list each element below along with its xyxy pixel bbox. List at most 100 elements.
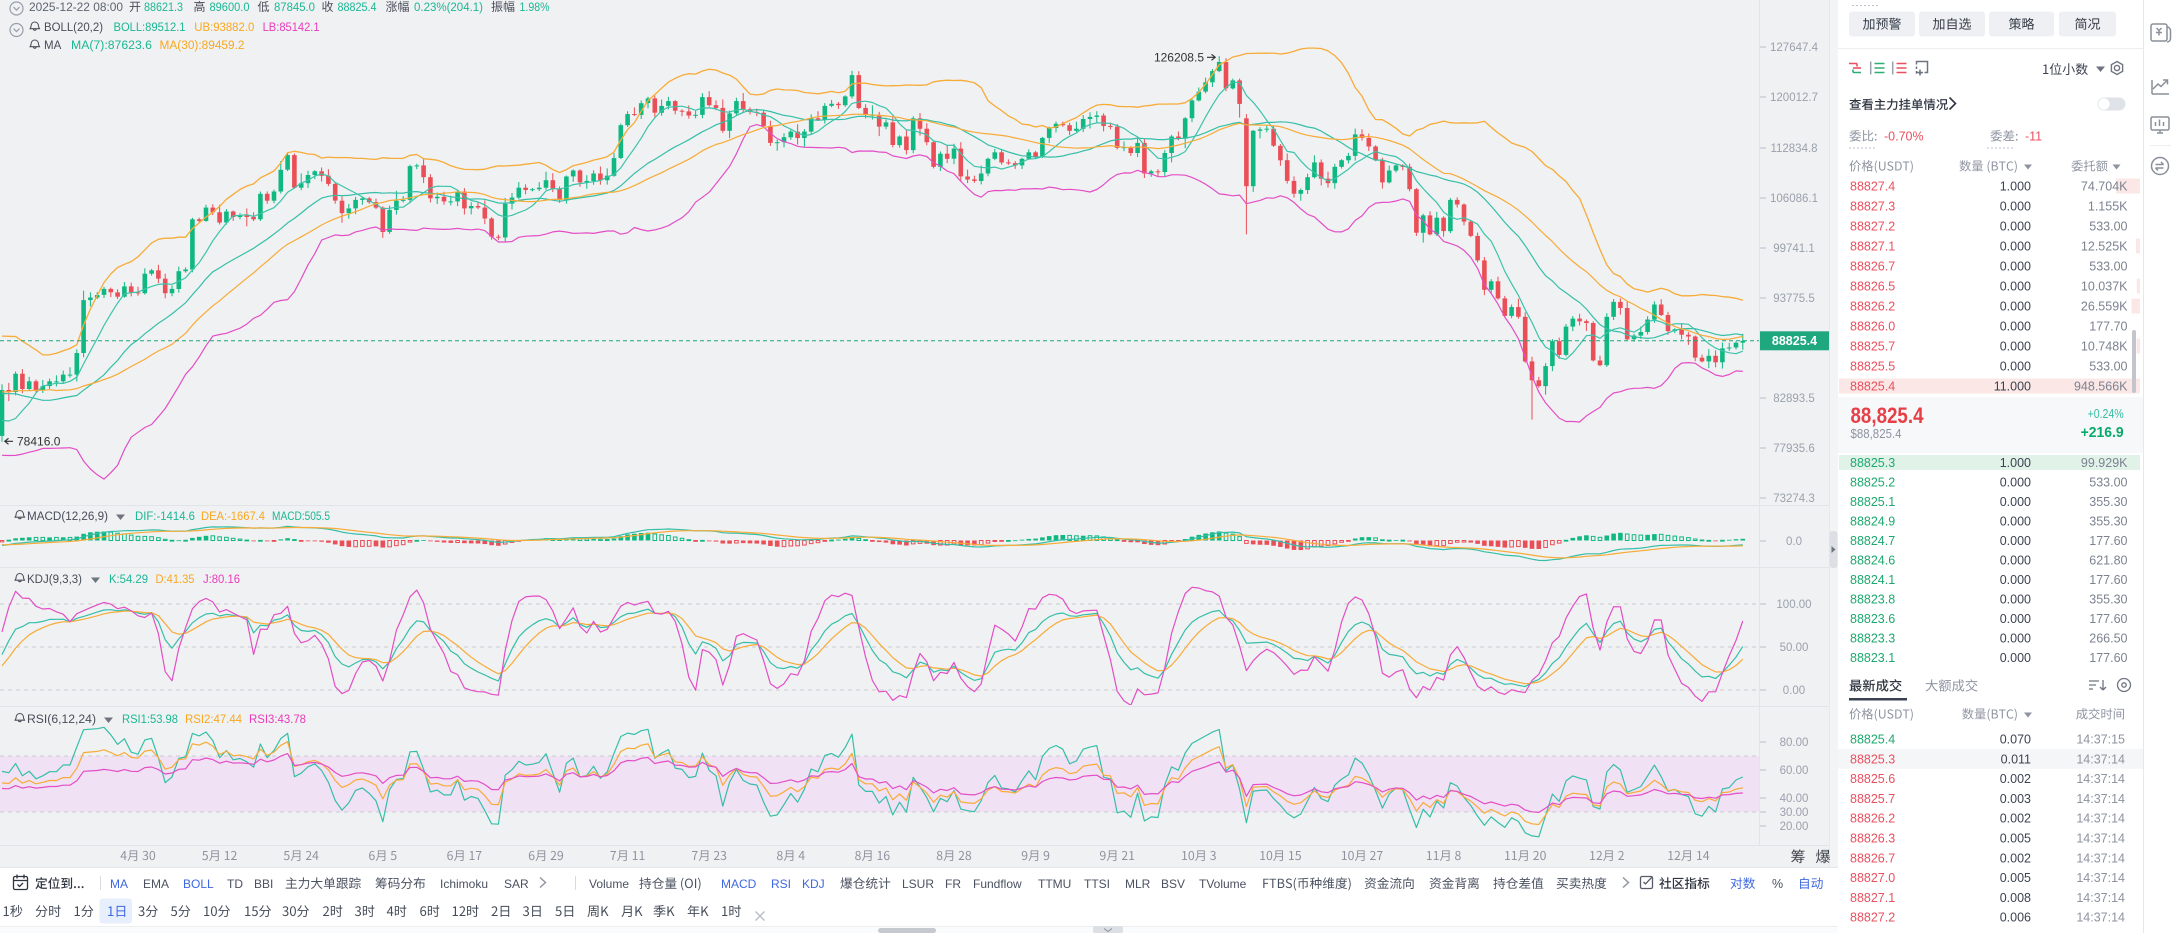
svg-text:14:37:15: 14:37:15 bbox=[2076, 733, 2125, 747]
svg-text:533.00: 533.00 bbox=[2089, 360, 2127, 374]
svg-text:177.70: 177.70 bbox=[2089, 320, 2127, 334]
svg-text:88621.3: 88621.3 bbox=[144, 2, 183, 14]
svg-text:MA(7):87623.6: MA(7):87623.6 bbox=[71, 40, 152, 52]
svg-text:0.005: 0.005 bbox=[2000, 832, 2031, 846]
svg-text:14:37:14: 14:37:14 bbox=[2076, 891, 2125, 905]
svg-text:99.929K: 99.929K bbox=[2081, 456, 2128, 470]
svg-text:K:54.29: K:54.29 bbox=[109, 574, 148, 586]
svg-text:RSI: RSI bbox=[771, 877, 791, 891]
svg-text:BOLL:89512.1: BOLL:89512.1 bbox=[114, 22, 186, 34]
svg-text:88825.6: 88825.6 bbox=[1850, 772, 1895, 786]
svg-text:12.525K: 12.525K bbox=[2081, 240, 2128, 254]
svg-text:20.00: 20.00 bbox=[1780, 821, 1809, 833]
svg-text:Volume: Volume bbox=[589, 877, 629, 891]
svg-text:77935.6: 77935.6 bbox=[1773, 443, 1815, 455]
svg-text:621.80: 621.80 bbox=[2089, 554, 2127, 568]
svg-text:BOLL(20,2): BOLL(20,2) bbox=[44, 22, 103, 34]
svg-text:10.037K: 10.037K bbox=[2081, 280, 2128, 294]
svg-text:0.000: 0.000 bbox=[2000, 200, 2031, 214]
svg-text:88825.4: 88825.4 bbox=[1850, 380, 1895, 394]
svg-text:-11: -11 bbox=[2025, 130, 2042, 144]
svg-text:BSV: BSV bbox=[1161, 877, 1185, 891]
svg-text:RSI3:43.78: RSI3:43.78 bbox=[249, 714, 306, 726]
svg-text:0.002: 0.002 bbox=[2000, 851, 2031, 865]
svg-text:88825.4: 88825.4 bbox=[1850, 733, 1895, 747]
svg-text:0.000: 0.000 bbox=[2000, 260, 2031, 274]
svg-text:14:37:14: 14:37:14 bbox=[2076, 812, 2125, 826]
svg-text:112834.8: 112834.8 bbox=[1770, 143, 1817, 155]
svg-text:88825.3: 88825.3 bbox=[1850, 456, 1895, 470]
svg-text:-0.70%: -0.70% bbox=[1884, 130, 1924, 144]
svg-text:0.002: 0.002 bbox=[2000, 772, 2031, 786]
svg-text:0.000: 0.000 bbox=[2000, 280, 2031, 294]
svg-text:0.23%(204.1): 0.23%(204.1) bbox=[414, 2, 483, 14]
svg-text:0.070: 0.070 bbox=[2000, 733, 2031, 747]
svg-text:74.704K: 74.704K bbox=[2081, 180, 2128, 194]
svg-text:BBI: BBI bbox=[254, 877, 273, 891]
svg-text:MA(30):89459.2: MA(30):89459.2 bbox=[160, 40, 245, 52]
svg-text:93775.5: 93775.5 bbox=[1773, 293, 1815, 305]
svg-text:177.60: 177.60 bbox=[2089, 534, 2127, 548]
svg-text:0.000: 0.000 bbox=[2000, 593, 2031, 607]
svg-text:88827.1: 88827.1 bbox=[1850, 891, 1895, 905]
svg-text:J:80.16: J:80.16 bbox=[203, 574, 240, 586]
svg-text:88826.3: 88826.3 bbox=[1850, 832, 1895, 846]
svg-text:14:37:14: 14:37:14 bbox=[2076, 752, 2125, 766]
svg-text:0.000: 0.000 bbox=[2000, 300, 2031, 314]
svg-text:RSI1:53.98: RSI1:53.98 bbox=[122, 714, 178, 726]
svg-text:88823.1: 88823.1 bbox=[1850, 651, 1895, 665]
svg-text:88826.5: 88826.5 bbox=[1850, 280, 1895, 294]
svg-text:MACD: MACD bbox=[721, 877, 757, 891]
svg-text:MACD(12,26,9): MACD(12,26,9) bbox=[27, 511, 108, 523]
svg-text:KDJ(9,3,3): KDJ(9,3,3) bbox=[27, 574, 82, 586]
svg-text:TD: TD bbox=[227, 877, 243, 891]
svg-text:40.00: 40.00 bbox=[1780, 793, 1809, 805]
svg-text:Fundflow: Fundflow bbox=[973, 877, 1022, 891]
svg-text:88827.4: 88827.4 bbox=[1850, 180, 1895, 194]
svg-text:EMA: EMA bbox=[143, 877, 169, 891]
svg-text:0.000: 0.000 bbox=[2000, 612, 2031, 626]
svg-text:0.000: 0.000 bbox=[2000, 240, 2031, 254]
svg-text:MA: MA bbox=[110, 877, 128, 891]
svg-text:LSUR: LSUR bbox=[902, 877, 934, 891]
svg-text:88827.3: 88827.3 bbox=[1850, 200, 1895, 214]
svg-text:88826.2: 88826.2 bbox=[1850, 300, 1895, 314]
svg-text:2025-12-22 08:00: 2025-12-22 08:00 bbox=[29, 2, 123, 14]
svg-text:88825.5: 88825.5 bbox=[1850, 360, 1895, 374]
svg-text:88827.2: 88827.2 bbox=[1850, 911, 1895, 925]
svg-text:88827.1: 88827.1 bbox=[1850, 240, 1895, 254]
svg-text:88825.4: 88825.4 bbox=[1772, 334, 1817, 348]
svg-text:0.000: 0.000 bbox=[2000, 651, 2031, 665]
svg-text:82893.5: 82893.5 bbox=[1773, 393, 1815, 405]
svg-text:100.00: 100.00 bbox=[1776, 599, 1811, 611]
svg-text:106086.1: 106086.1 bbox=[1770, 193, 1818, 205]
svg-text:0.000: 0.000 bbox=[2000, 632, 2031, 646]
svg-text:11.000: 11.000 bbox=[1994, 380, 2031, 394]
svg-text:14:37:14: 14:37:14 bbox=[2076, 871, 2125, 885]
svg-text:26.559K: 26.559K bbox=[2081, 300, 2128, 314]
svg-text:177.60: 177.60 bbox=[2089, 612, 2127, 626]
svg-text:0.0: 0.0 bbox=[1786, 536, 1802, 548]
svg-text:88823.3: 88823.3 bbox=[1850, 632, 1895, 646]
svg-text:0.000: 0.000 bbox=[2000, 360, 2031, 374]
svg-text:88824.9: 88824.9 bbox=[1850, 515, 1895, 529]
svg-text:0.000: 0.000 bbox=[2000, 320, 2031, 334]
svg-text:948.566K: 948.566K bbox=[2074, 380, 2128, 394]
svg-text:TTSI: TTSI bbox=[1084, 877, 1110, 891]
svg-text:14:37:14: 14:37:14 bbox=[2076, 911, 2125, 925]
svg-text:88823.8: 88823.8 bbox=[1850, 593, 1895, 607]
svg-text:88825.1: 88825.1 bbox=[1850, 495, 1895, 509]
svg-text:1.000: 1.000 bbox=[2000, 180, 2031, 194]
svg-text:355.30: 355.30 bbox=[2089, 515, 2127, 529]
svg-text:355.30: 355.30 bbox=[2089, 495, 2127, 509]
svg-text:BOLL: BOLL bbox=[183, 877, 214, 891]
svg-text:177.60: 177.60 bbox=[2089, 573, 2127, 587]
svg-text:533.00: 533.00 bbox=[2089, 220, 2127, 234]
svg-text:0.000: 0.000 bbox=[2000, 554, 2031, 568]
svg-text:87845.0: 87845.0 bbox=[274, 2, 315, 14]
svg-text:RSI2:47.44: RSI2:47.44 bbox=[185, 714, 243, 726]
svg-text:88825.3: 88825.3 bbox=[1850, 752, 1895, 766]
svg-text:533.00: 533.00 bbox=[2089, 260, 2127, 274]
svg-text:120012.7: 120012.7 bbox=[1770, 92, 1818, 104]
svg-text:0.008: 0.008 bbox=[2000, 891, 2031, 905]
